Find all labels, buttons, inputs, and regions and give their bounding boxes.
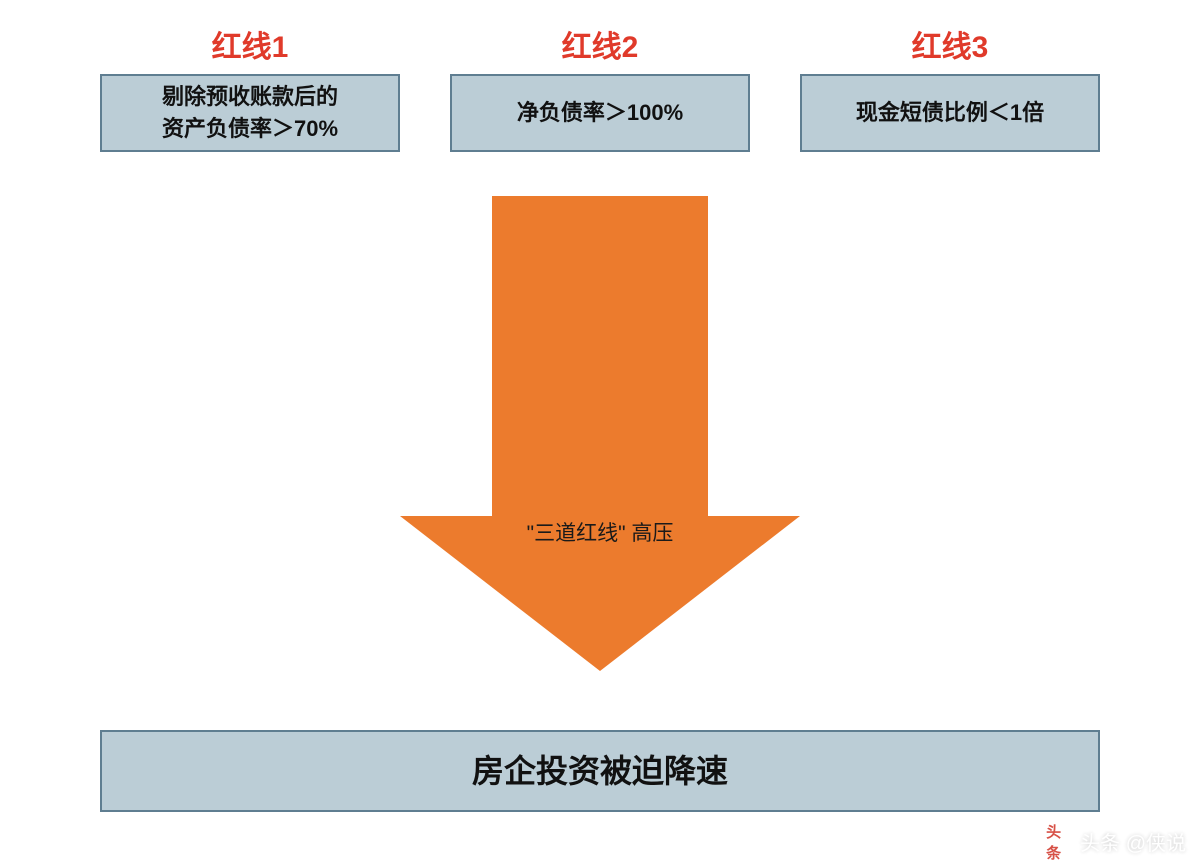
redline-box-2: 净负债率＞100% [450, 74, 750, 152]
watermark-logo-icon: 头条 [1046, 828, 1074, 856]
redline-box-1: 剔除预收账款后的资产负债率＞70% [100, 74, 400, 152]
watermark-text: 头条 @侠说 [1080, 827, 1186, 856]
redline-title-1: 红线1 [100, 22, 400, 66]
redline-box-3: 现金短债比例＜1倍 [800, 74, 1100, 152]
arrow-shaft [492, 196, 708, 516]
diagram-canvas: 红线1 红线2 红线3 剔除预收账款后的资产负债率＞70% 净负债率＞100% … [0, 0, 1200, 866]
redline-title-3: 红线3 [800, 22, 1100, 66]
redline-title-2: 红线2 [450, 22, 750, 66]
conclusion-box: 房企投资被迫降速 [100, 730, 1100, 812]
watermark: 头条 头条 @侠说 [1046, 827, 1186, 856]
arrow-label: "三道红线" 高压 [400, 517, 800, 547]
